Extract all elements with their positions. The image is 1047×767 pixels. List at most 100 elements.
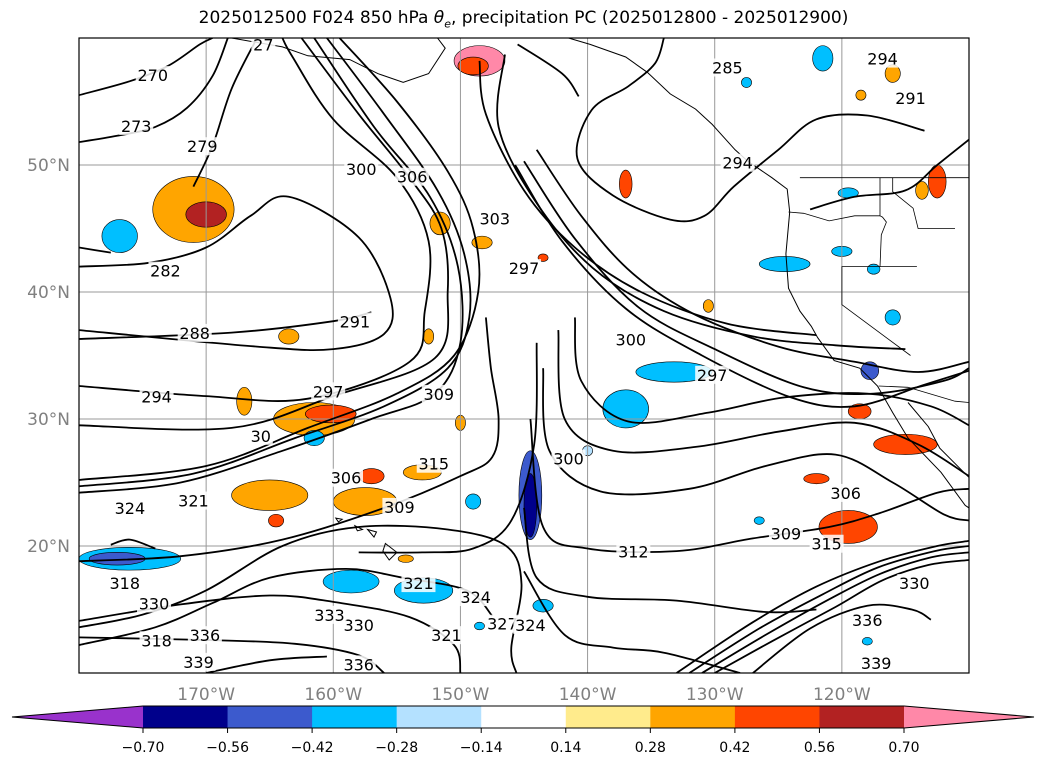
contour-label-bg (828, 483, 863, 502)
theta-e-contour (79, 38, 450, 431)
contour-label-text: 27 (253, 36, 273, 55)
precip-area (803, 473, 830, 485)
contour-label-text: 309 (424, 385, 455, 404)
theta-e-contour (575, 38, 925, 223)
theta-e-contour (79, 317, 500, 563)
contour-label-bg (311, 382, 346, 401)
contour-label: 306 (395, 167, 430, 187)
colorbar-tick-label: −0.42 (291, 740, 334, 756)
contour-label: 288 (177, 323, 212, 343)
contour-label: 291 (893, 88, 928, 108)
contour-label-text: 297 (509, 259, 540, 278)
contour-label-text: 300 (346, 160, 377, 179)
title-theta: θ (433, 8, 445, 28)
contour-label-text: 291 (340, 312, 371, 331)
contour-label-bg (187, 626, 222, 645)
theta-e-contour (496, 54, 906, 350)
contour-label: 336 (187, 626, 222, 645)
map-frame (78, 37, 970, 674)
colorbar-tick-label: −0.14 (460, 740, 503, 756)
theta-e-contour (714, 559, 969, 673)
state-border (879, 177, 887, 267)
contour-label-bg (710, 58, 745, 77)
theta-e-contour (809, 138, 969, 211)
island (366, 528, 378, 539)
contour-label-bg (768, 524, 803, 543)
contour-label-bg (695, 365, 730, 384)
contour-label: 339 (859, 654, 894, 673)
contour-label-text: 330 (139, 594, 170, 613)
lon-tick-label: 130°W (686, 685, 744, 705)
contour-label-bg (507, 259, 541, 278)
contour-label-text: 306 (397, 168, 428, 187)
contour-label-bg (176, 491, 211, 510)
contour-label-bg (416, 454, 451, 473)
precip-area (855, 89, 867, 101)
contour-label-text: 336 (852, 611, 883, 630)
contour-label-bg (401, 574, 436, 593)
contour-label-text: 309 (771, 525, 802, 544)
contour-label-bg (421, 384, 456, 403)
colorbar-tick-label: −0.56 (206, 740, 249, 756)
contour-label-text: 318 (109, 574, 140, 593)
theta-e-contour (79, 246, 111, 254)
colorbar-segment (312, 706, 398, 728)
theta-e-contour (79, 38, 229, 143)
state-border (878, 385, 969, 403)
theta-e-contour (79, 38, 481, 481)
contour-label-bg (312, 605, 347, 624)
theta-e-contour (535, 149, 969, 373)
contour-label: 285 (710, 58, 745, 77)
colorbar-tick-label: 0.42 (719, 740, 750, 756)
contour-label: 294 (139, 387, 174, 406)
contour-label-text: 339 (861, 654, 892, 673)
contour-label-text: 339 (183, 653, 214, 672)
contour-label-text: 279 (187, 137, 218, 156)
lon-tick-label: 160°W (304, 685, 362, 705)
contour-label: 297 (311, 382, 346, 401)
contour-label-bg (177, 323, 212, 342)
contour-label-text: 324 (115, 499, 146, 518)
colorbar-extend-low (12, 706, 143, 728)
theta-e-contour (701, 551, 969, 673)
colorbar-segment (143, 706, 229, 728)
contour-label-bg (119, 116, 154, 135)
contour-label-text: 294 (141, 387, 172, 406)
precip-area (866, 263, 881, 275)
precip-area (457, 56, 489, 76)
state-border (892, 177, 955, 229)
coastline (568, 38, 969, 509)
contour-label: 309 (768, 524, 803, 544)
colorbar-segment (565, 706, 651, 728)
contour-label-bg (112, 499, 147, 518)
contour-label: 330 (137, 594, 172, 613)
contour-label: 309 (421, 384, 456, 404)
contour-label: 318 (107, 574, 142, 593)
contour-label: 321 (176, 491, 211, 511)
contour-label-bg (395, 167, 430, 186)
contour-label-text: 324 (460, 588, 491, 607)
contour-label-text: 315 (418, 455, 449, 474)
contour-label-bg (181, 652, 216, 671)
contour-label-text: 30 (251, 427, 271, 446)
contour-label-text: 336 (190, 626, 221, 645)
contour-label-bg (344, 160, 379, 179)
contour-label-text: 297 (697, 366, 728, 385)
colorbar: −0.70 −0.56 −0.42 −0.28 −0.14 0.14 0.28 0.42 0.5… (11, 705, 1035, 756)
precip-area (753, 516, 765, 525)
contour-label: 330 (897, 574, 932, 593)
contour-label: 297 (695, 365, 730, 385)
contour-label-bg (458, 588, 493, 607)
contour-label-text: 270 (137, 66, 168, 85)
contour-label-text: 318 (141, 631, 172, 650)
theta-e-contour (79, 38, 432, 402)
theta-e-contour (529, 418, 969, 553)
colorbar-tick-label: −0.28 (375, 740, 418, 756)
contour-label-bg (248, 426, 273, 445)
precip-area (523, 473, 538, 538)
contour-label: 336 (341, 655, 376, 673)
contour-label-bg (148, 261, 183, 280)
contour-label-text: 324 (515, 616, 546, 635)
lon-tick-label: 120°W (813, 685, 871, 705)
contour-label-bg (485, 614, 520, 633)
